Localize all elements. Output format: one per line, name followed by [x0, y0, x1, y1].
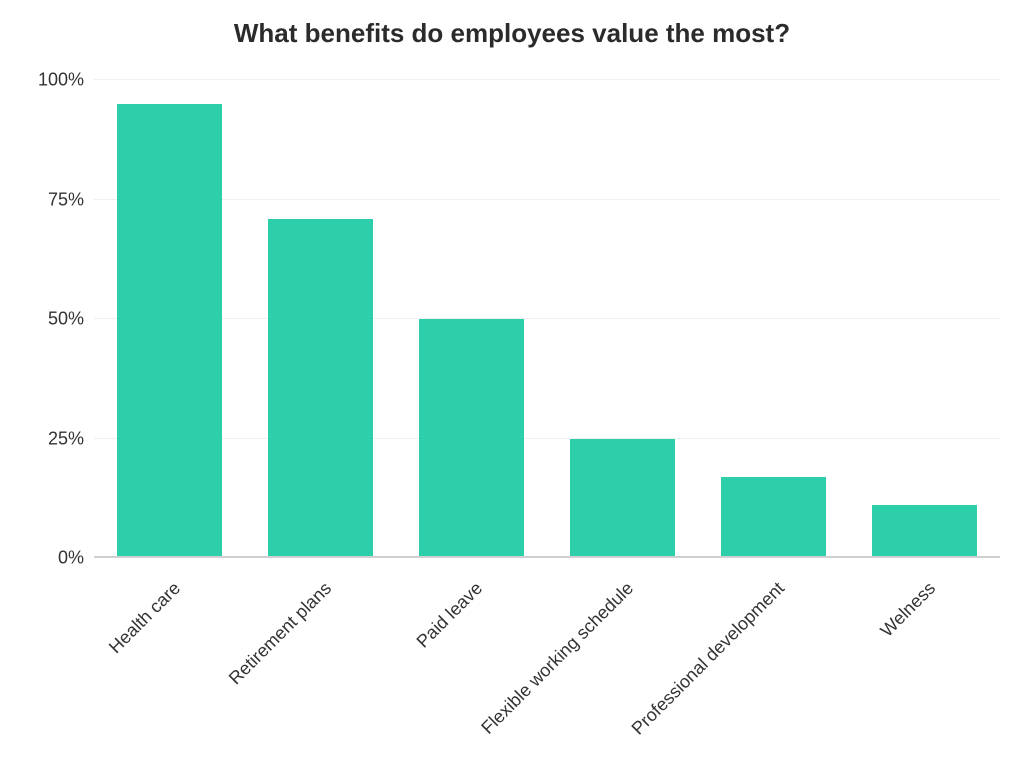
x-tick-label: Welness: [876, 578, 939, 641]
x-tick-label: Health care: [104, 578, 184, 658]
bar-slot: [245, 80, 396, 558]
y-tick-label: 25%: [24, 428, 84, 449]
bar: [268, 219, 374, 558]
bar: [117, 104, 223, 558]
y-tick-label: 0%: [24, 548, 84, 569]
x-label-slot: Health care: [94, 568, 245, 768]
y-tick-label: 75%: [24, 189, 84, 210]
bar-slot: [698, 80, 849, 558]
bar-slot: [396, 80, 547, 558]
bar: [570, 439, 676, 559]
x-label-slot: Paid leave: [396, 568, 547, 768]
y-tick-label: 50%: [24, 309, 84, 330]
x-label-slot: Retirement plans: [245, 568, 396, 768]
bar: [721, 477, 827, 558]
y-tick-label: 100%: [24, 70, 84, 91]
bars-group: [94, 80, 1000, 558]
bar-slot: [849, 80, 1000, 558]
x-label-slot: Welness: [849, 568, 1000, 768]
x-axis-baseline: [94, 556, 1000, 558]
chart-container: 0%25%50%75%100%: [24, 80, 1000, 558]
x-label-slot: Flexible working schedule: [547, 568, 698, 768]
x-label-slot: Professional development: [698, 568, 849, 768]
bar-slot: [547, 80, 698, 558]
bar: [419, 319, 525, 558]
bar-slot: [94, 80, 245, 558]
bar: [872, 505, 978, 558]
x-tick-label: Paid leave: [412, 578, 486, 652]
x-axis-labels: Health care Retirement plansPaid leave Fle…: [94, 568, 1000, 768]
chart-title: What benefits do employees value the mos…: [0, 0, 1024, 49]
plot-area: [94, 80, 1000, 558]
